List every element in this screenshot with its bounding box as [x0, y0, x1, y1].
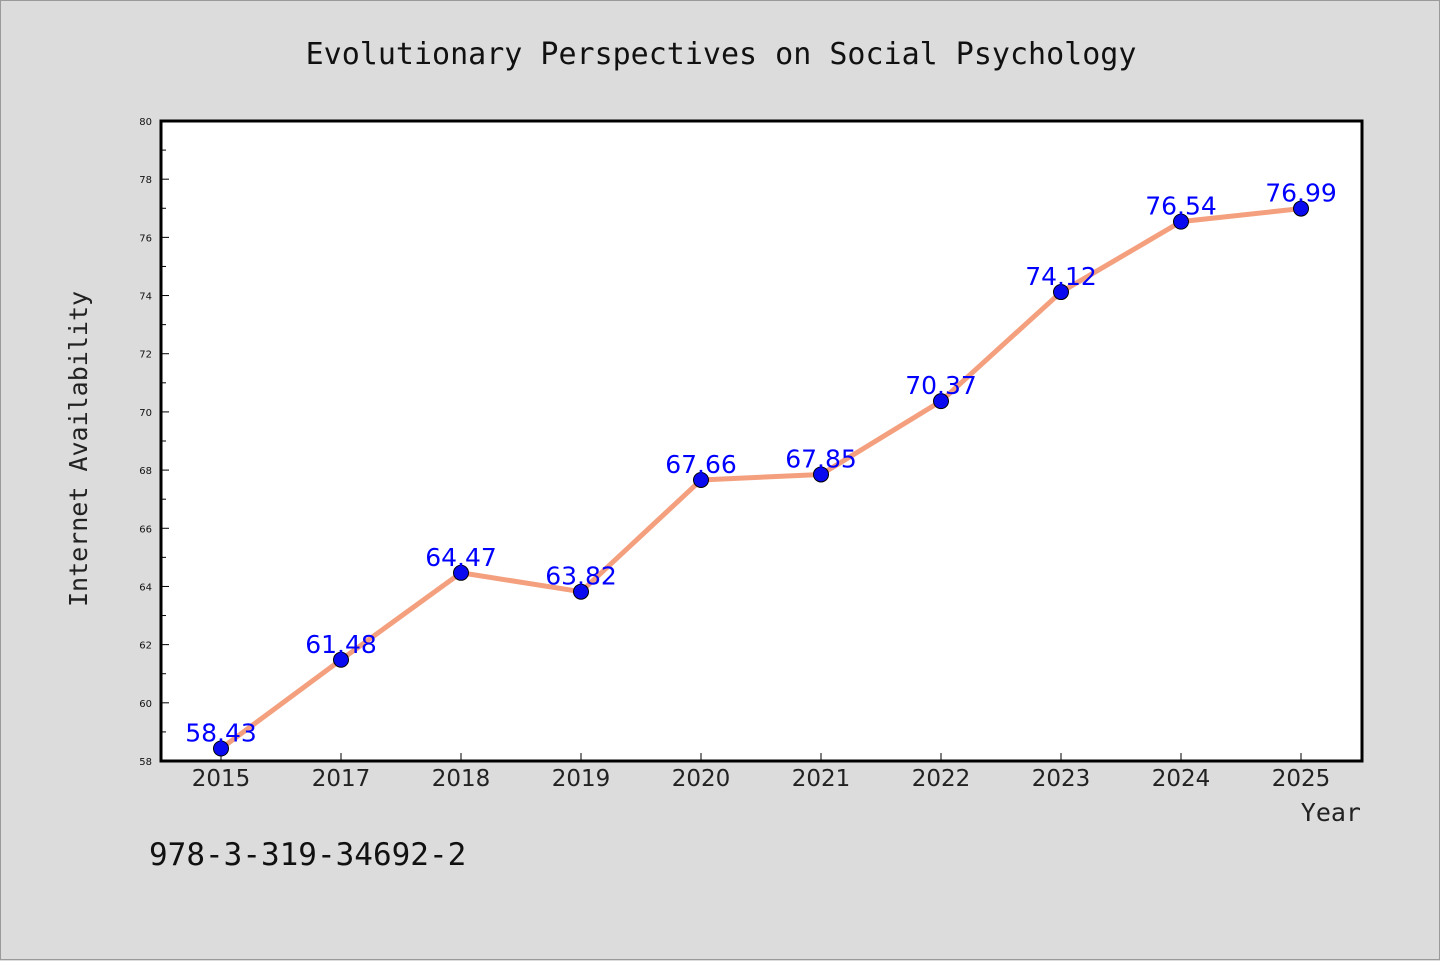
- x-tick-label: 2021: [792, 766, 851, 792]
- data-label: 70.37: [905, 371, 977, 400]
- x-axis: 2015 2017 2018 2019 2020 2021 2022 2023 2024 2025: [192, 753, 1331, 792]
- x-tick-label: 2015: [192, 766, 251, 792]
- x-axis-label: Year: [1301, 798, 1361, 827]
- data-point: [213, 740, 229, 757]
- y-tick-label: 78: [139, 175, 152, 186]
- data-label: 64.47: [425, 543, 497, 572]
- isbn-text: 978-3-319-34692-2: [149, 837, 466, 873]
- data-point: [453, 564, 469, 581]
- data-label: 67.85: [785, 444, 857, 473]
- data-label: 67.66: [665, 450, 737, 479]
- x-tick-label: 2022: [912, 766, 971, 792]
- x-tick-label: 2025: [1272, 766, 1331, 792]
- y-tick-label: 68: [139, 466, 152, 477]
- x-tick-label: 2020: [672, 766, 731, 792]
- y-axis-label: Internet Availability: [64, 291, 93, 607]
- data-point: [1173, 213, 1189, 230]
- y-tick-label: 70: [139, 408, 152, 419]
- data-point: [693, 471, 709, 488]
- data-label: 76.54: [1145, 192, 1217, 221]
- data-label: 58.43: [185, 718, 257, 747]
- data-label: 63.82: [545, 562, 617, 591]
- series: 58.43 61.48 64.47 63.82 67.66 67.85 70.37 74.12…: [185, 179, 1337, 757]
- data-label: 61.48: [305, 630, 377, 659]
- data-point: [813, 466, 829, 483]
- y-tick-label: 64: [139, 582, 152, 593]
- y-tick-label: 62: [139, 641, 152, 652]
- x-tick-label: 2018: [432, 766, 491, 792]
- data-label: 76.99: [1265, 179, 1337, 208]
- chart-title: Evolutionary Perspectives on Social Psyc…: [306, 37, 1137, 72]
- data-point: [573, 583, 589, 600]
- y-tick-label: 72: [139, 350, 152, 361]
- data-point: [333, 651, 349, 668]
- y-tick-label: 80: [139, 117, 152, 128]
- data-label: 74.12: [1025, 262, 1097, 291]
- x-tick-label: 2024: [1152, 766, 1211, 792]
- x-tick-label: 2019: [552, 766, 611, 792]
- x-tick-label: 2023: [1032, 766, 1091, 792]
- series-line: [219, 206, 1302, 751]
- data-point: [1053, 284, 1069, 301]
- data-point: [1293, 200, 1309, 217]
- plot-area: [159, 119, 1364, 763]
- data-point: [933, 393, 949, 410]
- x-tick-label: 2017: [312, 766, 371, 792]
- y-tick-label: 76: [139, 233, 152, 244]
- y-tick-label: 58: [139, 757, 152, 768]
- y-tick-label: 74: [139, 292, 152, 303]
- y-tick-label: 60: [139, 699, 152, 710]
- y-tick-label: 66: [139, 524, 152, 535]
- y-axis: 58 60 62 64 66 68 70 72 74 76 78 80: [139, 117, 169, 768]
